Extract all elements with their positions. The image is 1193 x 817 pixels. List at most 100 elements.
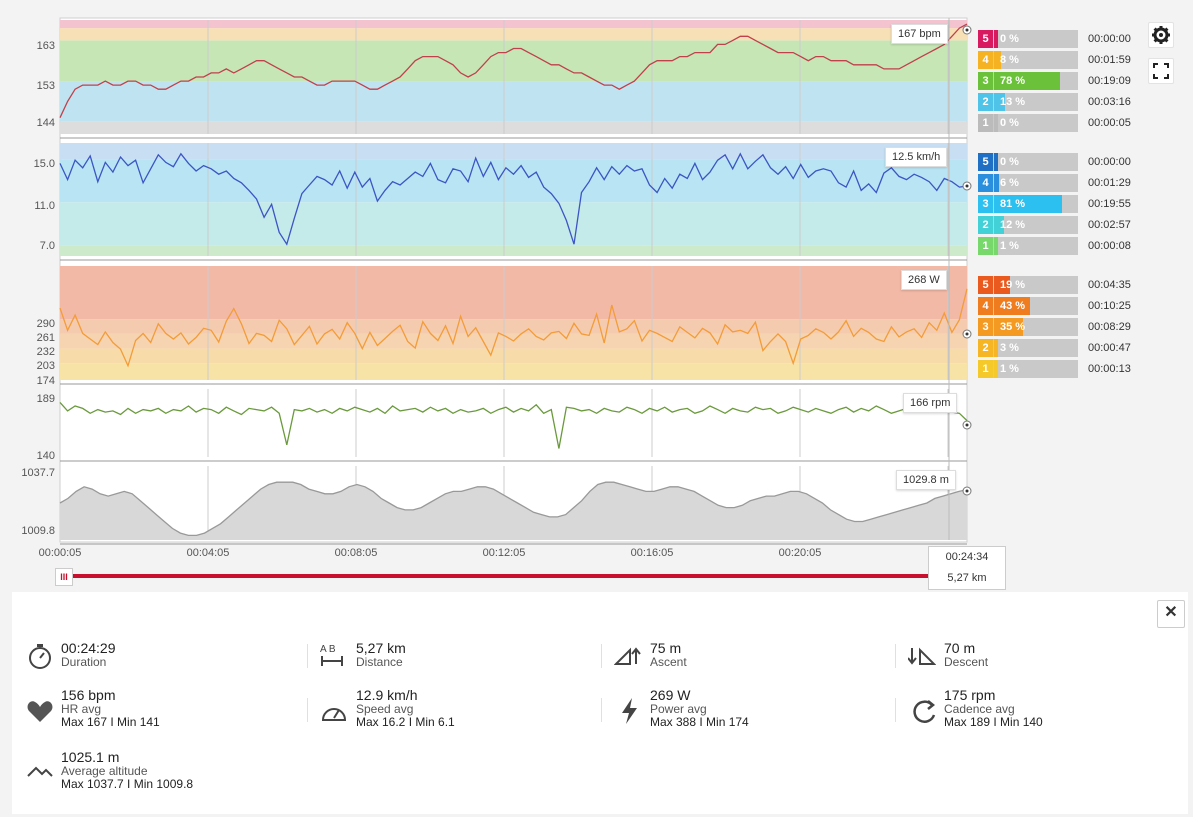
altitude-area	[60, 482, 967, 540]
cadence-ytick-label: 140	[37, 450, 55, 462]
power-ytick-label: 174	[37, 375, 55, 387]
cadence-stat: 175 rpm Cadence avg Max 189 I Min 140	[944, 688, 1043, 729]
zone-percentage: 78 %	[1000, 75, 1026, 87]
fullscreen-button[interactable]	[1148, 58, 1174, 84]
speed-ytick-label: 7.0	[40, 240, 55, 252]
cursor-time: 00:24:34	[945, 551, 989, 563]
activity-charts[interactable]: 16315314415.011.07.029026123220317418914…	[0, 0, 1193, 592]
divider	[307, 644, 308, 668]
zone-percentage-bar	[994, 276, 1010, 294]
speed-label: Speed avg	[356, 702, 414, 716]
power-zone-row: 2 3 %	[978, 339, 1078, 357]
zone-percentage: 6 %	[1000, 177, 1019, 189]
power-zone-time: 00:10:25	[1088, 300, 1131, 312]
zone-percentage-bar	[994, 153, 998, 171]
speedometer-icon	[321, 708, 347, 721]
speed-zone-time: 00:19:55	[1088, 198, 1131, 210]
distance-value: 5,27 km	[356, 640, 406, 656]
speed-zone-time: 00:02:57	[1088, 219, 1131, 231]
speed-zone-band	[60, 245, 967, 256]
power-ytick-label: 290	[37, 318, 55, 330]
zone-percentage-bar	[994, 114, 998, 132]
timeline-start-handle[interactable]: III	[55, 568, 73, 586]
cursor-readout: 00:24:34 5,27 km	[928, 546, 1006, 590]
gear-icon	[1152, 26, 1170, 44]
x-tick-label: 00:04:05	[187, 547, 230, 559]
power-zone-time: 00:00:13	[1088, 363, 1131, 375]
hr-tooltip: 167 bpm	[891, 24, 948, 44]
x-tick-label: 00:20:05	[779, 547, 822, 559]
speed-minmax: Max 16.2 I Min 6.1	[356, 715, 455, 729]
zone-percentage: 19 %	[1000, 279, 1026, 291]
speed-tooltip: 12.5 km/h	[885, 147, 948, 167]
zone-number: 3	[978, 318, 993, 336]
settings-button[interactable]	[1148, 22, 1174, 48]
x-tick-label: 00:16:05	[631, 547, 674, 559]
x-tick-label: 00:12:05	[483, 547, 526, 559]
zone-number: 4	[978, 51, 993, 69]
divider	[895, 644, 896, 668]
zone-percentage: 1 %	[1000, 363, 1019, 375]
power-series-line	[59, 288, 968, 368]
hr-zone-time: 00:19:09	[1088, 75, 1131, 87]
altitude-cursor-dot-center	[965, 489, 969, 493]
zone-number: 2	[978, 339, 993, 357]
zone-number: 1	[978, 237, 993, 255]
power-zone-row: 4 43 %	[978, 297, 1078, 315]
zone-percentage-bar	[994, 360, 998, 378]
descent-label: Descent	[944, 655, 989, 669]
power-value: 269 W	[650, 687, 691, 703]
power-zone-band	[60, 348, 967, 364]
speed-zone-row: 4 6 %	[978, 174, 1078, 192]
altitude-minmax: Max 1037.7 I Min 1009.8	[61, 777, 194, 791]
descent-value: 70 m	[944, 640, 976, 656]
hr-label: HR avg	[61, 702, 102, 716]
speed-zone-row: 2 12 %	[978, 216, 1078, 234]
altitude-series-line	[59, 481, 968, 537]
hr-value: 156 bpm	[61, 687, 116, 703]
speed-ytick-label: 15.0	[34, 158, 55, 170]
power-zone-time: 00:04:35	[1088, 279, 1131, 291]
speed-zone-row: 3 81 %	[978, 195, 1078, 213]
divider	[895, 698, 896, 722]
expand-icon	[1153, 63, 1169, 79]
zone-number: 5	[978, 30, 993, 48]
cadence-value: 175 rpm	[944, 687, 996, 703]
hr-zone-time: 00:00:00	[1088, 33, 1131, 45]
cursor-distance: 5,27 km	[947, 572, 987, 584]
close-button[interactable]: ✕	[1157, 600, 1185, 628]
zone-percentage: 13 %	[1000, 96, 1026, 108]
x-tick-label: 00:00:05	[39, 547, 82, 559]
hr-zone-row: 3 78 %	[978, 72, 1078, 90]
power-ytick-label: 232	[37, 346, 55, 358]
zone-percentage: 3 %	[1000, 342, 1019, 354]
lightning-icon	[622, 698, 637, 724]
zone-percentage: 1 %	[1000, 240, 1019, 252]
speed-value: 12.9 km/h	[356, 687, 418, 703]
power-tooltip: 268 W	[901, 270, 947, 290]
power-zone-band	[60, 363, 967, 380]
zone-percentage: 12 %	[1000, 219, 1026, 231]
power-label: Power avg	[650, 702, 707, 716]
timeline-track[interactable]	[60, 574, 965, 578]
power-zone-time: 00:00:47	[1088, 342, 1131, 354]
zone-number: 3	[978, 72, 993, 90]
cadence-tooltip: 166 rpm	[903, 393, 958, 413]
cadence-label: Cadence avg	[944, 702, 1015, 716]
summary-panel	[12, 592, 1188, 814]
altitude-icon	[27, 766, 53, 777]
zone-number: 2	[978, 93, 993, 111]
hr-zone-time: 00:03:16	[1088, 96, 1131, 108]
zone-percentage: 0 %	[1000, 156, 1019, 168]
hr-ytick-label: 163	[37, 40, 55, 52]
zone-percentage: 81 %	[1000, 198, 1026, 210]
speed-ytick-label: 11.0	[34, 200, 55, 212]
hr-zone-band	[60, 20, 967, 29]
speed-series-line	[59, 152, 968, 246]
speed-zone-band	[60, 159, 967, 203]
cadence-cursor-dot-center	[965, 423, 969, 427]
power-zone-row: 3 35 %	[978, 318, 1078, 336]
descent-stat: 70 m Descent	[944, 641, 988, 669]
power-zone-band	[60, 266, 967, 320]
power-ytick-label: 261	[37, 332, 55, 344]
